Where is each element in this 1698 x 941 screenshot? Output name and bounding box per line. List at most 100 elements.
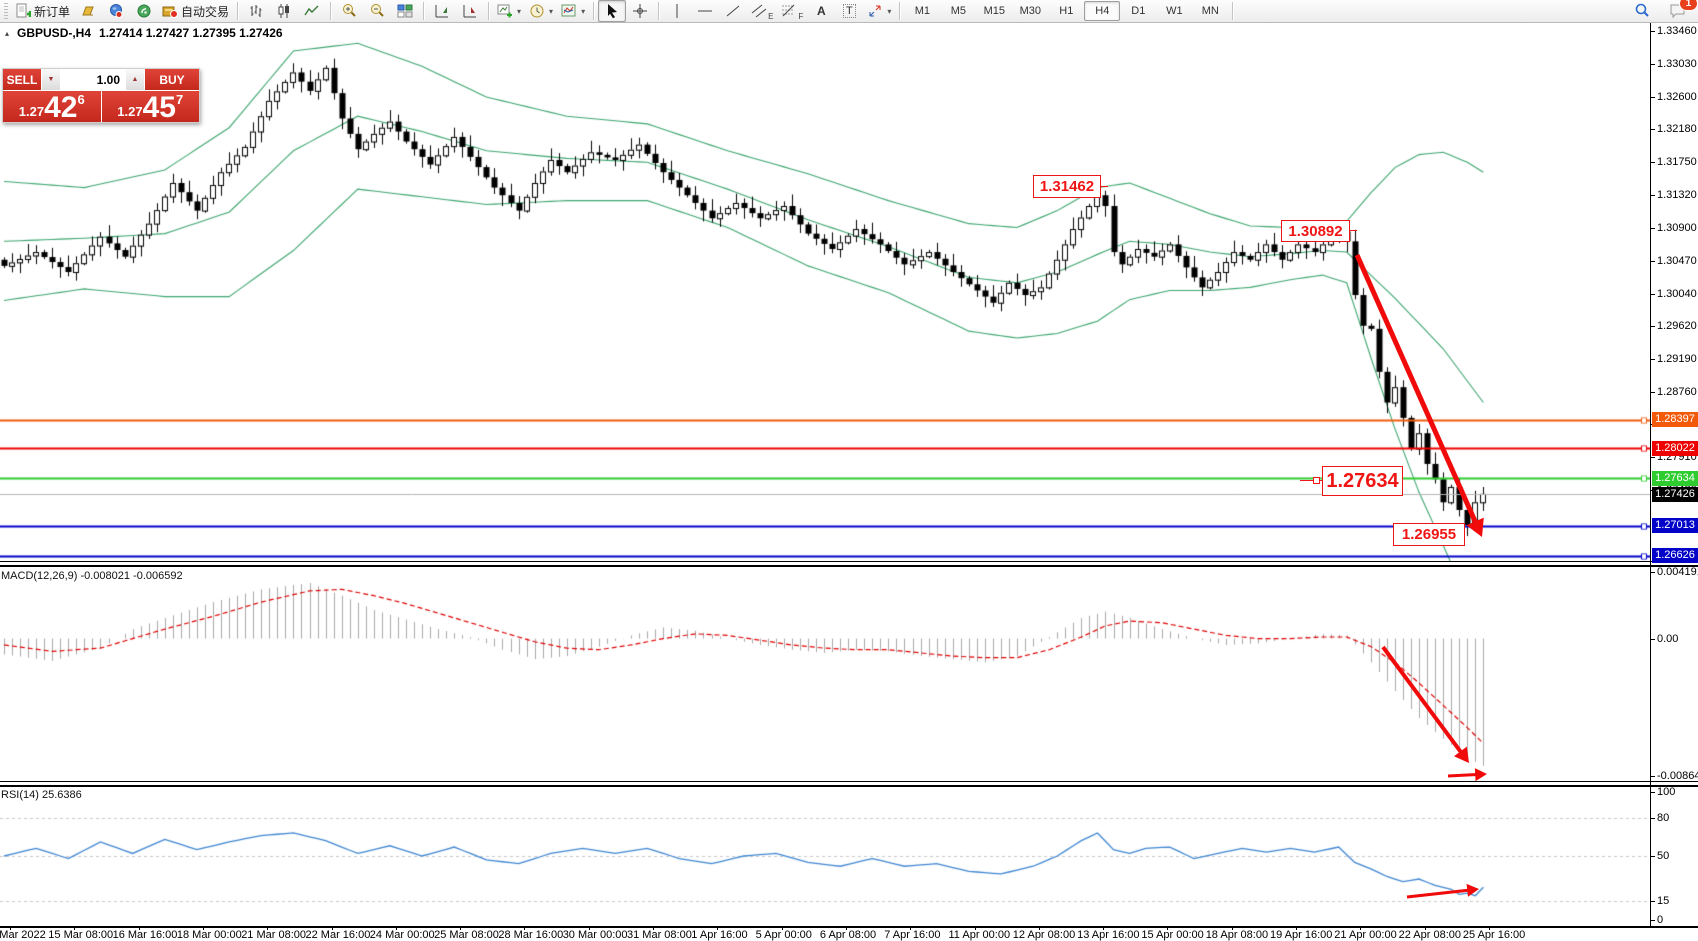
time-label: 6 Apr 08:00 [819,929,877,941]
timeframe-h4[interactable]: H4 [1084,1,1121,21]
line-chart-button[interactable] [298,0,326,22]
rsi-tick-label: 100 [1657,786,1676,798]
cursor-tool-button[interactable] [598,0,627,22]
candlestick-chart-button[interactable] [270,0,298,22]
notifications-button[interactable]: 1 [1664,0,1698,22]
trendline-tool[interactable] [719,0,747,22]
timeframe-m15[interactable]: M15 [983,5,1006,17]
auto-trading-button[interactable]: 自动交易 [158,0,233,22]
auto-trading-icon [162,3,179,19]
sell-button[interactable]: SELL [3,69,41,90]
ohlc-readout: 1.27414 1.27427 1.27395 1.27426 [99,26,283,40]
timeframe-m1[interactable]: M1 [914,5,930,17]
rsi-tick-label: 80 [1657,812,1670,824]
rsi-tick-label: 50 [1657,850,1670,862]
macd-pane[interactable] [0,567,1650,781]
time-tick-mark [1488,927,1490,930]
time-tick-mark [331,927,333,930]
price-marker-box: 1.27013 [1652,518,1698,533]
horizontal-line-tool[interactable] [691,0,719,22]
price-annotation[interactable]: 1.26955 [1393,523,1465,546]
new-chart-button[interactable]: ▾ [493,0,525,22]
timeframe-group: M1 M5 M15 M30 H1 H4 D1 W1 MN [904,1,1228,21]
community-button[interactable] [102,0,130,22]
fibonacci-sub-label: F [798,12,804,21]
annotation-anchor [1313,477,1320,484]
price-tick-mark [1650,457,1655,458]
dropdown-caret-icon: ▾ [549,6,554,16]
auto-scroll-button[interactable] [456,0,484,22]
sell-price-display[interactable]: 1.27 42 6 [3,91,101,124]
price-marker-box: 1.28022 [1652,441,1698,456]
auto-scroll-icon [462,3,478,19]
text-label-tool[interactable]: T [835,0,863,22]
search-button[interactable] [1628,0,1656,22]
price-tick-label: 1.31750 [1657,156,1697,168]
pane-separator[interactable] [0,561,1698,567]
periods-button[interactable]: ▾ [525,0,557,22]
price-tick-label: 1.31320 [1657,189,1697,201]
rsi-pane[interactable] [0,786,1650,928]
community-icon [108,3,124,19]
zoom-out-button[interactable] [363,0,391,22]
annotation-tail [1348,230,1357,231]
price-tick-mark [1650,195,1655,196]
time-tick-mark [460,927,462,930]
toolbar-separator [1232,2,1234,20]
crosshair-tool-button[interactable] [626,0,654,22]
rsi-tick-mark [1650,818,1655,819]
toolbar-separator [899,2,901,20]
price-annotation[interactable]: 1.27634 [1322,466,1403,496]
price-tick-label: 1.30470 [1657,255,1697,267]
sell-price-sup: 6 [77,92,85,107]
vertical-line-tool[interactable] [663,0,691,22]
toolbar-grip[interactable] [4,3,8,19]
new-order-icon [15,3,31,19]
chart-shift-button[interactable] [428,0,456,22]
line-chart-icon [304,3,320,19]
price-tick-mark [1650,64,1655,65]
time-tick-mark [653,927,654,930]
collapse-marker-icon[interactable]: ▴ [5,28,10,38]
buy-price-display[interactable]: 1.27 45 7 [101,91,199,123]
time-tick-mark [10,927,11,930]
new-order-label: 新订单 [34,4,71,19]
sell-price-big: 42 [44,91,78,124]
tile-windows-button[interactable] [391,0,419,22]
timeframe-m30[interactable]: M30 [1019,5,1042,17]
timeframe-mn[interactable]: MN [1201,5,1219,17]
indicators-button[interactable]: ▾ [557,0,589,22]
notification-badge: 1 [1679,0,1698,11]
tile-windows-icon [397,3,413,19]
trendline-icon [725,3,741,19]
signals-button[interactable] [130,0,158,22]
horizontal-line-icon [697,3,713,19]
arrows-tool[interactable]: ▾ [863,0,895,22]
pane-separator[interactable] [0,781,1698,787]
channel-tool[interactable]: E [747,0,777,22]
time-tick-mark [138,927,140,930]
bar-chart-button[interactable] [242,0,270,22]
timeframe-d1[interactable]: D1 [1131,5,1146,17]
time-tick-mark [202,927,204,930]
zoom-in-button[interactable] [335,0,363,22]
price-annotation[interactable]: 1.30892 [1281,220,1350,242]
volume-input[interactable] [61,69,125,90]
timeframe-w1[interactable]: W1 [1166,5,1183,17]
time-tick-mark [974,927,976,930]
fibonacci-tool[interactable]: F [777,0,807,22]
text-tool[interactable]: A [807,0,835,22]
buy-button[interactable]: BUY [145,69,199,90]
price-annotation[interactable]: 1.31462 [1033,175,1101,198]
timeframe-m5[interactable]: M5 [950,5,966,17]
volume-increase-button[interactable]: ▲ [126,69,144,90]
volume-decrease-button[interactable]: ▼ [42,69,60,90]
time-tick-mark [1424,927,1426,930]
new-order-button[interactable]: 新订单 [11,0,74,22]
current-price-box: 1.27426 [1652,487,1698,502]
rsi-tick-label: 0 [1657,914,1664,926]
profiles-button[interactable] [74,0,102,22]
timeframe-h1[interactable]: H1 [1059,5,1074,17]
toolbar-separator [488,2,490,20]
